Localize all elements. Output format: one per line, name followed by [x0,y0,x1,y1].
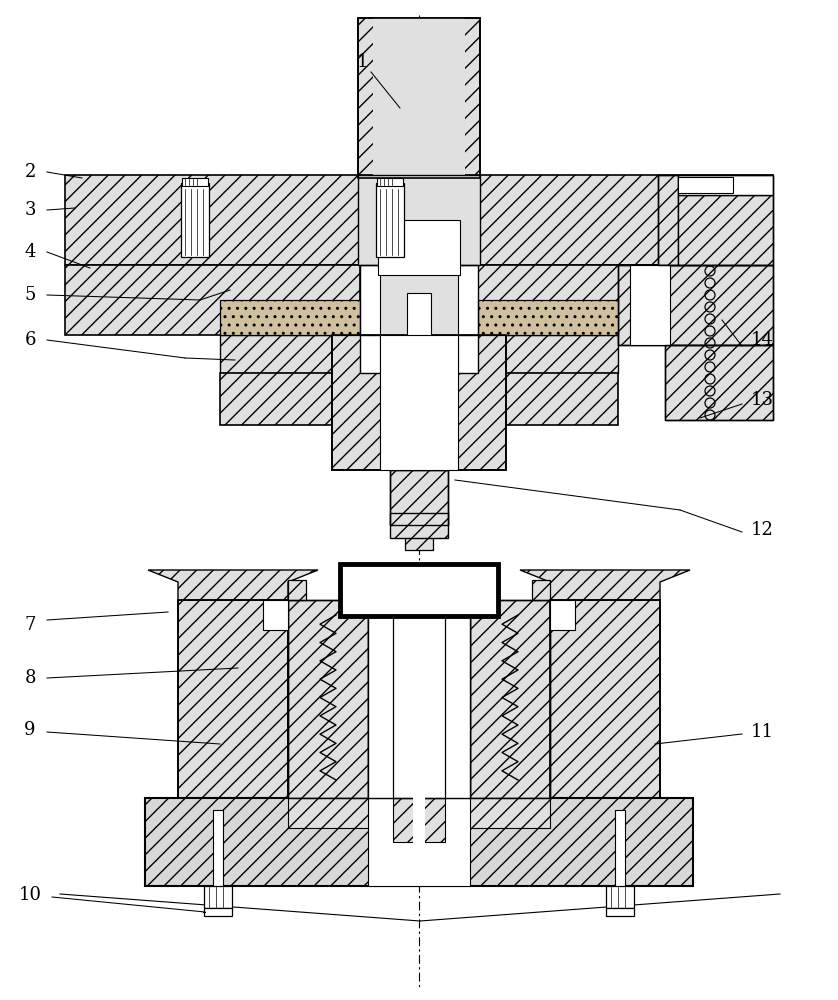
Bar [618,265,773,345]
Bar [181,183,209,257]
Bar [368,600,470,798]
Bar [390,513,448,538]
Bar [178,600,288,798]
Bar [413,798,425,852]
Bar [407,293,431,405]
Bar [288,600,368,798]
Bar [618,265,773,345]
Bar [65,265,360,335]
Bar [376,183,404,257]
Bar [204,886,232,908]
Bar [532,580,550,600]
Bar [360,265,478,335]
Bar [550,600,575,630]
Bar [358,175,480,265]
Bar [665,345,773,420]
Bar [393,600,445,798]
Bar [332,335,506,470]
Bar [405,525,433,550]
Bar [360,335,478,373]
Bar [478,335,618,373]
Bar [380,265,458,335]
Bar [413,600,425,798]
Text: 4: 4 [24,243,36,261]
Bar [263,600,288,630]
Bar [380,335,458,470]
Bar [373,18,465,178]
Bar [390,470,448,525]
Bar [658,175,773,265]
Bar [220,300,360,335]
Bar [288,580,306,600]
Bar [460,798,550,828]
Bar [658,175,678,265]
Bar [506,373,618,425]
Text: 10: 10 [18,886,42,904]
Bar [380,335,458,373]
Text: 11: 11 [751,723,773,741]
Bar [220,300,360,335]
Text: 2: 2 [24,163,36,181]
Bar [606,908,634,916]
Bar [478,300,618,335]
Bar [213,810,223,891]
Text: 13: 13 [751,391,773,409]
Bar [358,18,480,178]
Text: 12: 12 [751,521,773,539]
Bar [393,798,445,842]
Bar [380,335,458,373]
Bar [178,600,288,798]
Bar [478,300,618,335]
Bar [340,564,498,616]
Bar [373,18,465,178]
Bar [145,798,693,886]
Bar [390,470,448,525]
Bar [358,175,480,265]
Text: 9: 9 [24,721,36,739]
Bar [678,177,733,193]
Bar [615,810,625,891]
Bar [358,18,480,178]
Polygon shape [520,570,690,600]
Bar [478,265,773,335]
Bar [470,600,550,798]
Bar [678,195,773,265]
Bar [182,178,208,186]
Bar [550,600,660,798]
Polygon shape [148,570,318,600]
Text: 5: 5 [24,286,36,304]
Text: 6: 6 [24,331,36,349]
Bar [665,345,773,420]
Bar [220,300,360,335]
Bar [470,600,550,798]
Text: 14: 14 [751,331,773,349]
Text: 1: 1 [356,53,368,71]
Text: 8: 8 [24,669,36,687]
Bar [220,335,360,373]
Bar [550,600,660,798]
Bar [678,175,773,195]
Bar [65,175,773,265]
Bar [288,600,368,798]
Text: 7: 7 [24,616,36,634]
Bar [378,220,460,275]
Bar [204,908,232,916]
Bar [393,600,445,798]
Bar [606,886,634,908]
Bar [358,175,480,265]
Bar [368,798,470,886]
Bar [332,335,506,470]
Bar [220,373,332,425]
Bar [630,265,670,345]
Bar [288,798,378,828]
Bar [377,178,403,186]
Bar [380,265,458,335]
Text: 3: 3 [24,201,36,219]
